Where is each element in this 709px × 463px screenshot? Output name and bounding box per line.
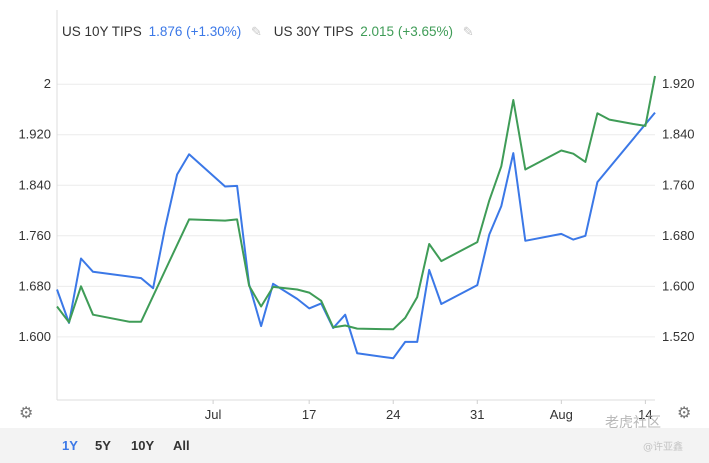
line-chart: 1.600 1.680 1.760 1.840 1.920 2 1.520 1.600 1.68… [18, 10, 695, 422]
edit-pencil-icon[interactable]: ✎ [251, 24, 262, 39]
range-button-5y[interactable]: 5Y [95, 438, 111, 453]
legend-value-10y: 1.876 [148, 24, 183, 39]
edit-pencil-icon[interactable]: ✎ [462, 24, 474, 39]
watermark-text: 老虎社区 [605, 415, 661, 431]
x-axis-tick-label: 31 [470, 407, 484, 422]
legend-item-10y[interactable]: US 10Y TIPS 1.876 (+1.30%) ✎ [62, 24, 262, 40]
legend-value-30y: 2.015 [360, 24, 395, 39]
right-axis-settings-gear-icon[interactable]: ⚙ [677, 405, 692, 422]
range-button-all[interactable]: All [173, 438, 190, 453]
left-axis-settings-gear-icon[interactable]: ⚙ [19, 405, 34, 422]
chart-legend: US 10Y TIPS 1.876 (+1.30%) ✎ US 30Y TIPS… [62, 24, 482, 40]
right-axis-tick-label: 1.840 [662, 127, 695, 142]
legend-name-10y: US 10Y TIPS [62, 24, 142, 39]
legend-change-30y: (+3.65%) [397, 24, 453, 39]
left-axis-tick-label: 1.760 [18, 228, 51, 243]
left-axis-tick-label: 1.840 [18, 177, 51, 192]
watermark-subtext: @许亚鑫 [643, 442, 683, 453]
range-selector-bar: 1Y 5Y 10Y All [0, 428, 709, 463]
legend-name-30y: US 30Y TIPS [273, 24, 354, 39]
x-axis-tick-label: Aug [550, 407, 573, 422]
x-axis-tick-label: 17 [302, 407, 316, 422]
range-button-1y[interactable]: 1Y [62, 438, 78, 453]
left-axis-tick-label: 1.920 [18, 127, 51, 142]
right-axis-tick-label: 1.760 [662, 177, 695, 192]
x-axis-tick-label: Jul [205, 407, 222, 422]
legend-change-10y: (+1.30%) [186, 24, 242, 39]
x-axis-tick-label: 14 [638, 407, 652, 422]
left-axis-tick-label: 2 [44, 76, 51, 91]
left-axis-tick-label: 1.600 [18, 329, 51, 344]
right-axis-tick-label: 1.680 [662, 228, 695, 243]
left-axis-tick-label: 1.680 [18, 278, 51, 293]
right-axis-tick-label: 1.520 [662, 329, 695, 344]
legend-item-30y[interactable]: US 30Y TIPS 2.015 (+3.65%) ✎ [274, 24, 474, 40]
series-line-30y-tips [56, 75, 656, 331]
right-axis-tick-label: 1.600 [662, 278, 695, 293]
range-button-10y[interactable]: 10Y [131, 438, 155, 453]
x-axis-tick-label: 24 [386, 407, 400, 422]
right-axis-tick-label: 1.920 [662, 76, 695, 91]
